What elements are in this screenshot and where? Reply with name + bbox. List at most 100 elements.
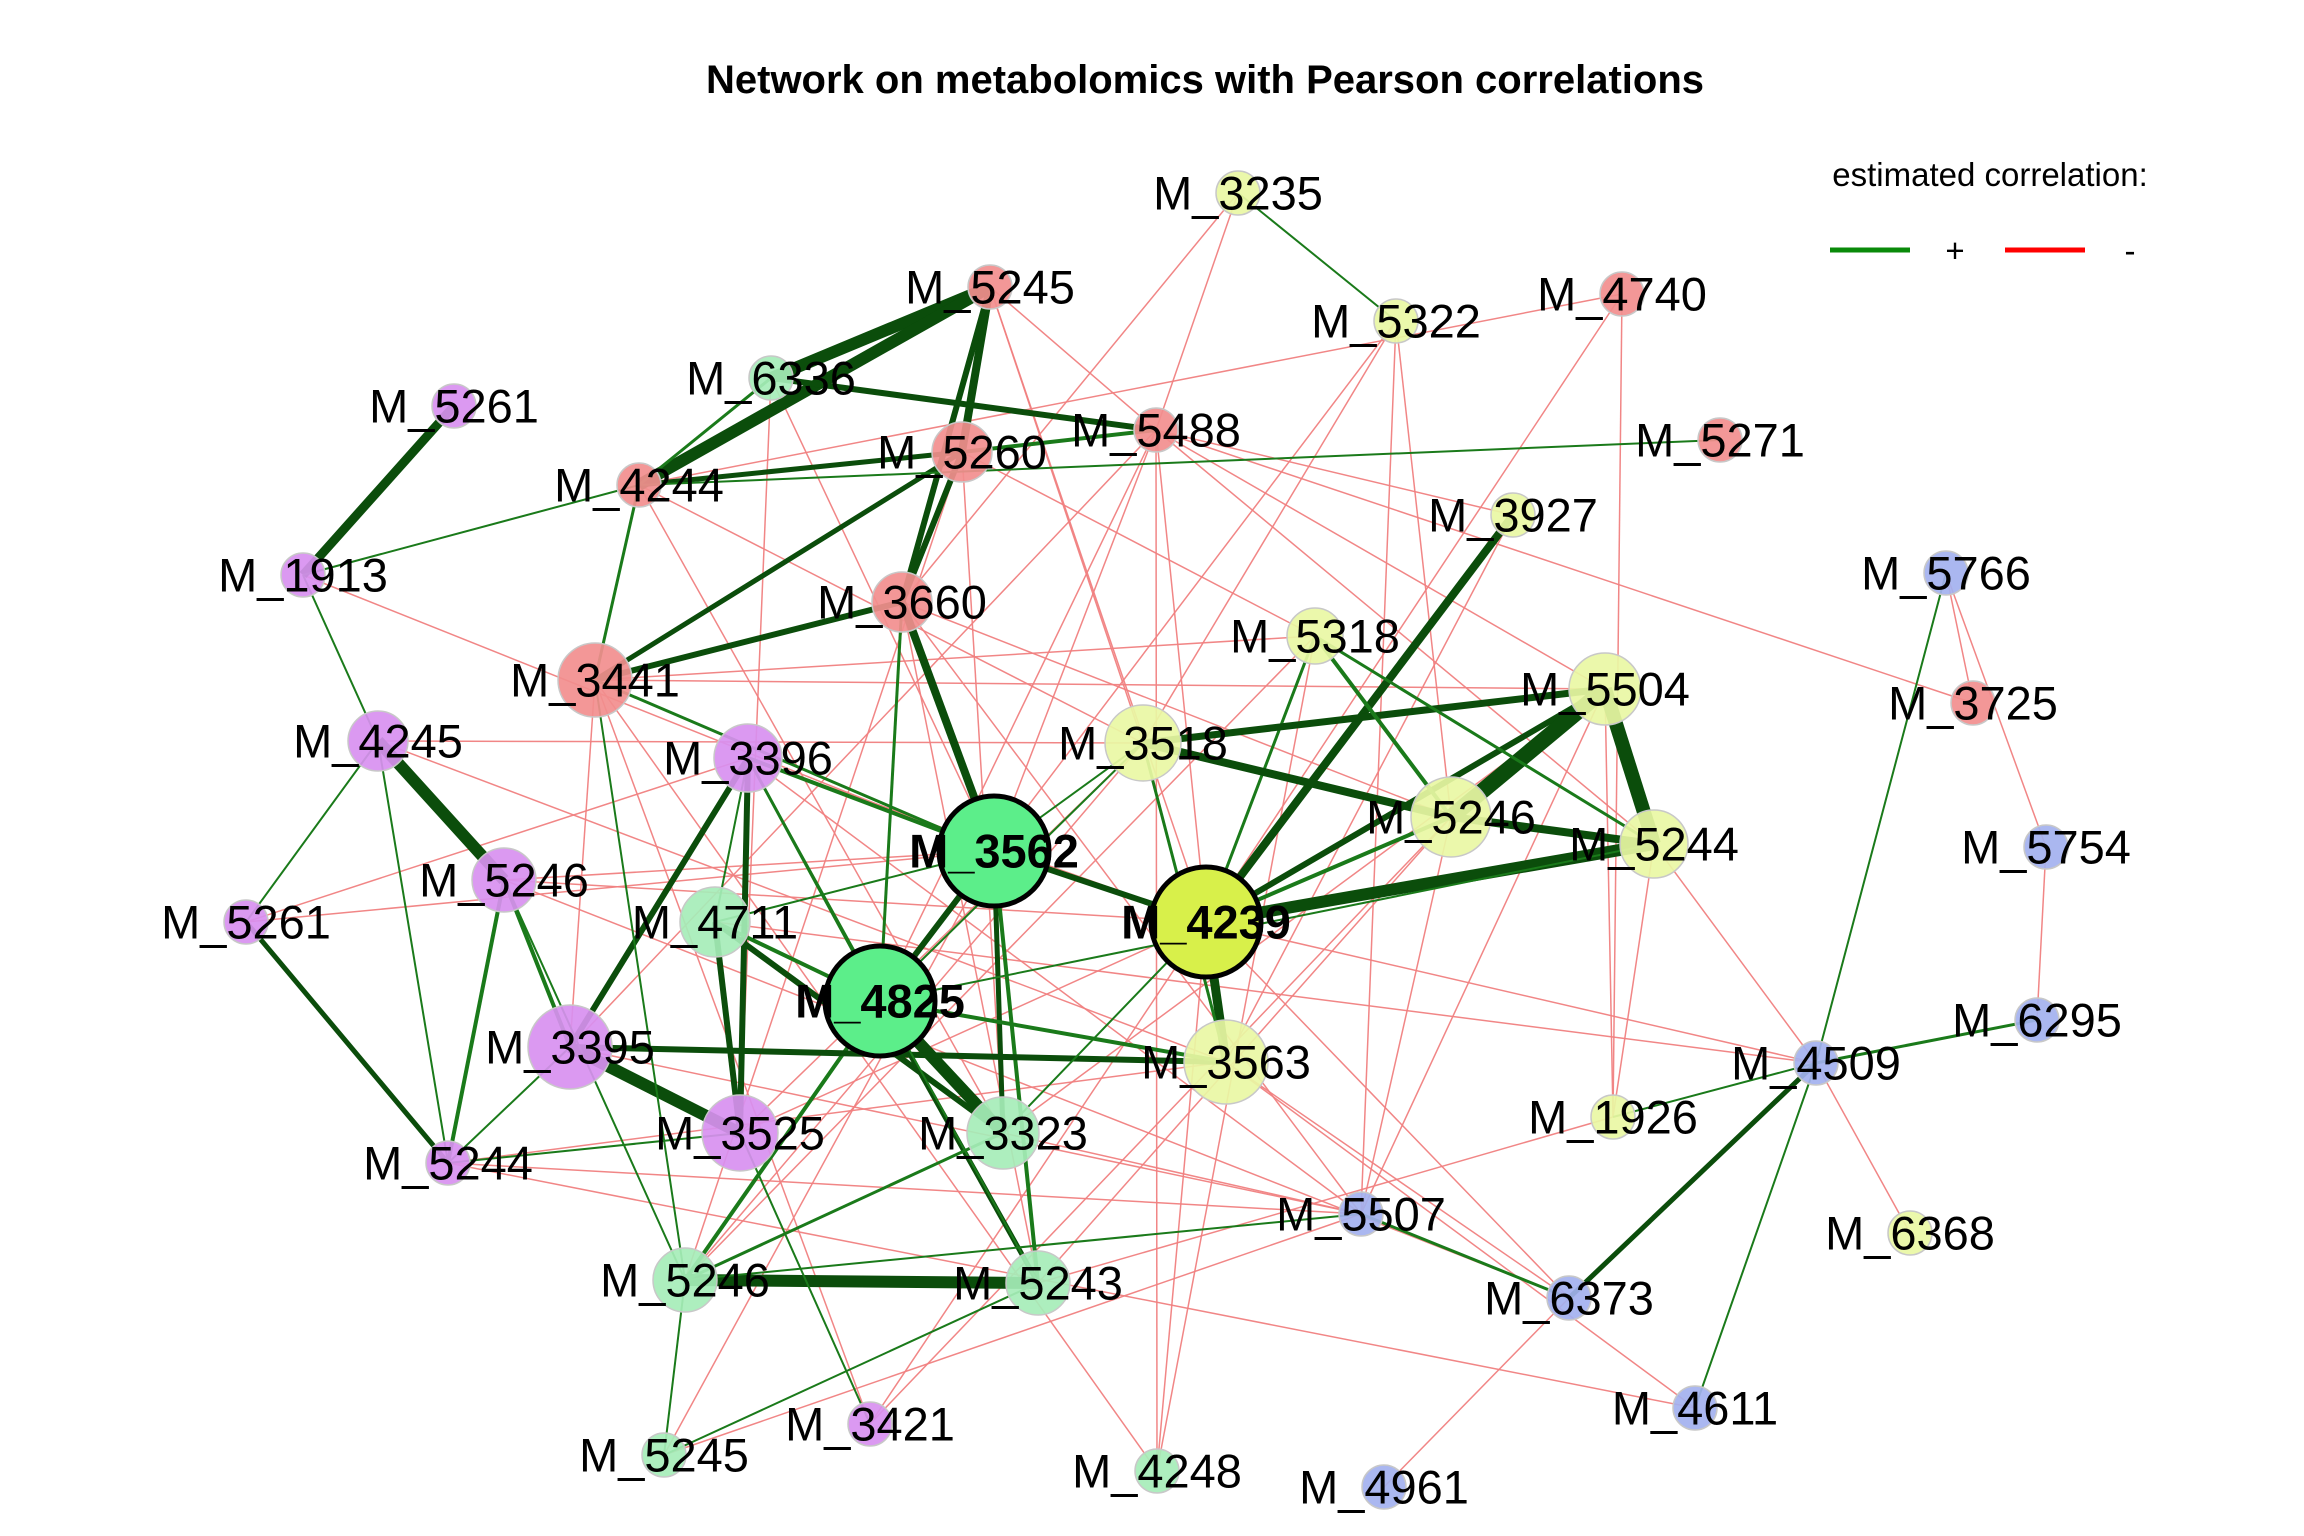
node-n34[interactable]: M_4509 [1731, 1036, 1901, 1089]
edge-n46-n22-negative [869, 816, 1452, 1425]
node-circle [1373, 298, 1419, 344]
node-circle [641, 1432, 687, 1478]
node-n9[interactable]: M_5260 [877, 421, 1047, 483]
node-n25[interactable]: M_5754 [1961, 820, 2131, 873]
node-n41[interactable]: M_5246 [600, 1247, 770, 1313]
node-circle [679, 886, 751, 958]
node-label: M_6336 [686, 351, 856, 404]
node-n44[interactable]: M_4611 [1612, 1381, 1778, 1434]
node-n38[interactable]: M_5244 [363, 1136, 533, 1189]
node-label: M_4239 [1121, 895, 1291, 948]
node-label: M_5504 [1520, 662, 1690, 715]
edge-n26-n43-negative [503, 879, 1570, 1299]
node-n20[interactable]: M_3396 [663, 723, 833, 793]
node-n22[interactable]: M_5246 [1366, 776, 1536, 858]
edge-n27-n20-negative [245, 757, 749, 923]
node-circle [471, 847, 537, 913]
node-circle [966, 1096, 1040, 1170]
node-n42[interactable]: M_5243 [953, 1250, 1123, 1316]
node-n27[interactable]: M_5261 [161, 895, 331, 948]
node-n13[interactable]: M_5766 [1861, 546, 2031, 599]
node-n21[interactable]: M_3518 [1058, 704, 1228, 782]
node-circle [1599, 271, 1645, 317]
node-n1[interactable]: M_3235 [1153, 166, 1323, 219]
node-n36[interactable]: M_3323 [918, 1096, 1088, 1170]
edge-n3-n22-negative [1395, 320, 1452, 818]
node-n47[interactable]: M_4248 [1072, 1444, 1242, 1497]
node-n30[interactable]: M_4825 [795, 943, 965, 1059]
edge-n37-n17-negative [1604, 688, 1614, 1118]
node-n33[interactable]: M_3563 [1141, 1019, 1311, 1105]
node-n4[interactable]: M_4740 [1537, 267, 1707, 320]
node-circle [1923, 550, 1969, 596]
node-n18[interactable]: M_3725 [1888, 676, 2058, 729]
node-circle [1133, 407, 1179, 453]
node-circle [1005, 1250, 1071, 1316]
node-circle [1546, 1275, 1592, 1321]
edge-n21-n22-positive [1142, 739, 1452, 821]
node-n12[interactable]: M_1913 [218, 548, 388, 601]
node-n5[interactable]: M_6336 [686, 351, 856, 404]
node-n17[interactable]: M_5504 [1520, 652, 1690, 726]
edge-n43-n29-negative [1205, 921, 1570, 1299]
node-n45[interactable]: M_5245 [579, 1428, 749, 1481]
node-label: M_4245 [293, 714, 463, 767]
node-n26[interactable]: M_5246 [419, 847, 589, 913]
node-n39[interactable]: M_5507 [1276, 1187, 1446, 1240]
legend: estimated correlation: + - [1830, 156, 2148, 269]
node-n3[interactable]: M_5322 [1311, 294, 1481, 347]
node-n40[interactable]: M_6368 [1825, 1206, 1995, 1259]
node-label: M_4825 [795, 974, 965, 1027]
node-n46[interactable]: M_3421 [785, 1397, 955, 1450]
node-circle [223, 899, 269, 945]
node-circle [1361, 1464, 1407, 1510]
node-n23[interactable]: M_5244 [1569, 809, 1739, 879]
edge-n4-n10-negative [638, 293, 1623, 486]
node-label: M_3660 [817, 575, 987, 628]
legend-positive-symbol: + [1945, 232, 1964, 269]
node-circle [1490, 492, 1536, 538]
node-n16[interactable]: M_3441 [510, 642, 680, 718]
node-label: M_3323 [918, 1106, 1088, 1159]
node-n6[interactable]: M_5261 [369, 379, 539, 432]
node-n15[interactable]: M_5318 [1230, 607, 1400, 665]
edge-n7-n17-negative [1155, 429, 1606, 690]
node-n31[interactable]: M_6295 [1952, 993, 2122, 1046]
edge-n1-n14-negative [901, 192, 1239, 603]
node-n37[interactable]: M_1926 [1528, 1090, 1698, 1143]
edge-n2-n29-negative [989, 286, 1207, 923]
node-circle [748, 355, 794, 401]
edge-n45-n39-negative [663, 1213, 1362, 1456]
node-n2[interactable]: M_5245 [905, 260, 1075, 313]
node-label: M_5271 [1635, 413, 1805, 466]
node-n8[interactable]: M_5271 [1635, 413, 1805, 466]
node-circle [527, 1004, 613, 1090]
node-n35[interactable]: M_3525 [655, 1094, 825, 1172]
edge-n16-n15-negative [594, 635, 1316, 681]
node-n19[interactable]: M_4245 [293, 710, 463, 772]
node-circle [1338, 1191, 1384, 1237]
node-n7[interactable]: M_5488 [1071, 403, 1241, 456]
node-circle [1148, 864, 1264, 980]
node-n48[interactable]: M_4961 [1299, 1460, 1469, 1513]
node-n43[interactable]: M_6373 [1484, 1271, 1654, 1324]
node-circle [1104, 704, 1182, 782]
edge-n12-n24-negative [302, 574, 995, 852]
edge-n6-n12-positive [299, 403, 458, 578]
edge-n26-n24-negative [503, 850, 995, 881]
node-n11[interactable]: M_3927 [1428, 488, 1598, 541]
chart-title: Network on metabolomics with Pearson cor… [706, 58, 1704, 102]
edge-n1-n3-positive [1237, 192, 1397, 322]
node-n32[interactable]: M_3395 [485, 1004, 655, 1090]
edge-n38-n44-negative [447, 1162, 1696, 1409]
edge-n1-n7-negative [1155, 192, 1239, 431]
node-n10[interactable]: M_4244 [554, 458, 724, 511]
node-n28[interactable]: M_4711 [632, 886, 798, 958]
node-n24[interactable]: M_3562 [909, 793, 1079, 909]
edge-n3-n39-negative [1360, 320, 1397, 1215]
node-n14[interactable]: M_3660 [817, 571, 987, 633]
node-n29[interactable]: M_4239 [1121, 864, 1291, 980]
edge-n41-n15-negative [684, 635, 1316, 1281]
edge-n25-n31-negative [2036, 846, 2047, 1021]
